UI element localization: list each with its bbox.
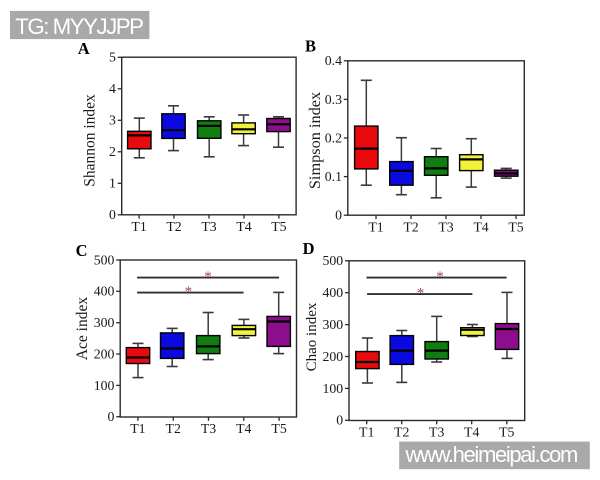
svg-text:100: 100 [322,381,343,396]
svg-text:A: A [78,39,90,58]
svg-text:0.1: 0.1 [325,169,342,184]
svg-text:T3: T3 [201,421,216,436]
svg-text:400: 400 [322,285,343,300]
svg-text:3: 3 [109,113,116,128]
svg-text:T3: T3 [438,219,453,234]
svg-text:T3: T3 [201,219,216,234]
svg-text:T5: T5 [271,421,286,436]
svg-text:0.2: 0.2 [325,130,342,145]
svg-text:300: 300 [322,317,343,332]
svg-text:T2: T2 [166,219,181,234]
svg-text:1: 1 [109,176,116,191]
svg-text:0: 0 [107,409,114,424]
svg-text:Simpson index: Simpson index [305,92,324,189]
svg-text:T4: T4 [464,425,479,440]
svg-text:T1: T1 [368,219,383,234]
svg-text:Shannon index: Shannon index [82,94,99,187]
svg-text:T2: T2 [166,421,181,436]
svg-text:T3: T3 [429,425,444,440]
svg-text:T1: T1 [359,425,374,440]
svg-text:0: 0 [336,413,343,428]
svg-text:*: * [204,269,212,285]
svg-text:500: 500 [94,252,115,267]
svg-text:TG: MYYJJPP: TG: MYYJJPP [15,14,143,39]
svg-text:T1: T1 [130,421,145,436]
svg-text:D: D [303,239,315,258]
svg-text:*: * [436,269,444,285]
svg-text:200: 200 [94,346,115,361]
svg-text:T2: T2 [403,219,418,234]
svg-text:*: * [185,284,193,300]
svg-text:2: 2 [109,144,116,159]
svg-text:C: C [76,241,88,260]
svg-text:T4: T4 [473,219,488,234]
svg-text:*: * [417,286,425,302]
svg-text:500: 500 [322,253,343,268]
svg-text:T4: T4 [236,219,251,234]
svg-text:0.3: 0.3 [325,92,342,107]
svg-text:B: B [305,37,316,56]
svg-text:200: 200 [322,349,343,364]
svg-text:0: 0 [109,207,116,222]
svg-text:0: 0 [335,208,342,223]
svg-text:T5: T5 [508,219,523,234]
svg-text:100: 100 [94,378,115,393]
svg-text:0.4: 0.4 [325,53,342,68]
svg-text:Ace index: Ace index [74,297,91,361]
svg-text:T2: T2 [394,425,409,440]
svg-text:T5: T5 [499,425,514,440]
svg-text:400: 400 [94,284,115,299]
svg-text:www.heimeipai.com: www.heimeipai.com [405,442,577,467]
svg-text:4: 4 [109,81,116,96]
svg-text:5: 5 [109,50,116,65]
svg-text:T1: T1 [131,219,146,234]
svg-text:T4: T4 [236,421,251,436]
svg-text:T5: T5 [271,219,286,234]
svg-text:Chao index: Chao index [304,302,320,371]
svg-text:300: 300 [94,315,115,330]
